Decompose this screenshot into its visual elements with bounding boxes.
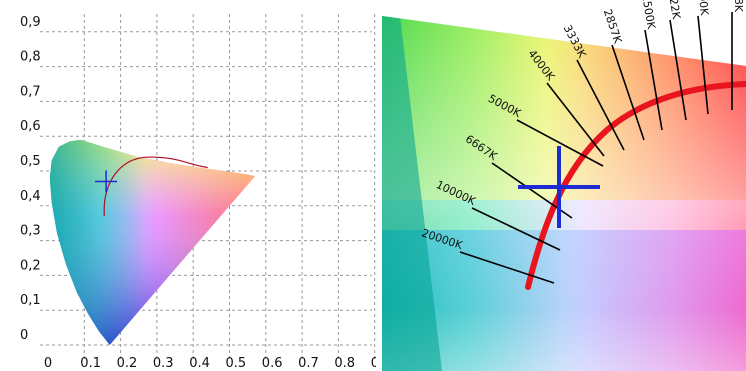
y-tick-label: 0 [20,328,28,343]
x-tick-label: 0.5 [226,356,247,371]
chromaticity-diagram-zoom: 20000K 10000K 6667K 5000K 4000K 3333K 2857K 250… [382,0,746,371]
y-tick-label: 0,3 [20,224,41,239]
isotherm-line [576,59,625,151]
x-tick-label: 0.4 [189,356,210,371]
isotherm-line [459,251,555,284]
x-tick-label: 0.6 [262,356,283,371]
x-tick-label: 0.1 [80,356,101,371]
planckian-locus-zoomed [525,81,746,290]
chromaticity-diagram-full: 0 0,1 0,2 0,3 0,4 0,5 0,6 0,7 0,8 0,9 0 0.1 0.2 0.3 0… [20,14,376,371]
isotherm-line [516,119,604,167]
spectral-locus-fill [49,140,255,345]
isotherm-line [697,15,709,115]
y-tick-label: 0,6 [20,119,41,134]
y-tick-label: 0,8 [20,50,41,65]
isotherm-label: 1818K [732,0,745,13]
x-tick-label: 0.7 [298,356,319,371]
white-point-crosshair-icon [95,170,118,193]
isotherm-line [644,29,663,131]
isotherm-line [611,44,645,141]
isotherm-line [669,19,687,121]
chromaticity-chart: 00,10,20,30,40,50,60,70,80,9 0 0.1 0.2 0.3 0… [20,14,376,371]
x-tick-label: 0 [44,356,52,371]
x-tick-label: 0.2 [117,356,138,371]
x-axis-ticks: 0 0.1 0.2 0.3 0.4 0.5 0.6 0.7 0.8 0.9 [44,356,376,371]
y-tick-label: 0,7 [20,84,41,99]
isotherm-line [471,207,561,251]
y-axis-ticks: 0 0,1 0,2 0,3 0,4 0,5 0,6 0,7 0,8 0,9 [20,15,41,343]
y-tick-label: 0,9 [20,15,41,30]
x-tick-label: 0.9 [371,356,376,371]
color-field [382,16,746,371]
y-tick-label: 0,5 [20,154,41,169]
white-point-crosshair-zoomed-icon [518,146,600,228]
isotherm-label: 2000K [694,0,711,17]
y-tick-label: 0,2 [20,258,41,273]
isotherm-line [546,82,605,157]
planckian-locus [103,156,208,217]
x-tick-label: 0.3 [153,356,174,371]
x-tick-label: 0.8 [334,356,355,371]
y-tick-label: 0,1 [20,293,41,308]
y-tick-label: 0,4 [20,189,41,204]
